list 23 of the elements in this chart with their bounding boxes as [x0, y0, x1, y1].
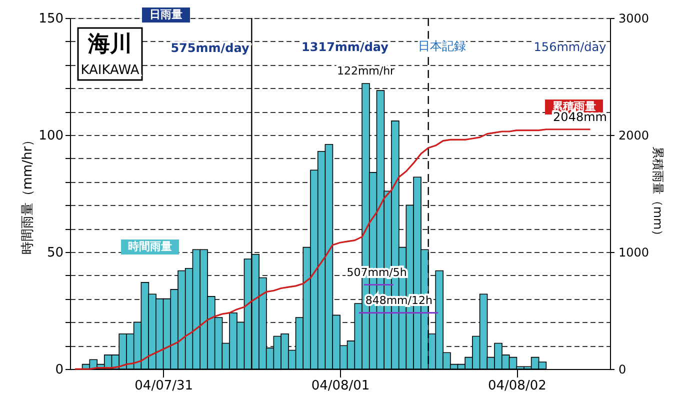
annotation: 156mm/day: [534, 40, 606, 54]
x-tick-label: 04/07/31: [134, 378, 194, 394]
line-series: [74, 128, 592, 370]
series-label: 時間雨量: [128, 240, 172, 253]
annotation: 575mm/day: [170, 41, 250, 55]
annotation: 1317mm/day: [302, 40, 389, 54]
y-axis-title: 時間雨量（mm/hr）: [20, 133, 36, 255]
annotation: 2048mm: [553, 110, 607, 124]
x-tick-label: 04/08/01: [311, 378, 370, 394]
y2-tick-label: 0: [618, 362, 626, 376]
text: 海川: [87, 32, 132, 57]
y-tick-label: 150: [38, 12, 64, 26]
y2-tick-label: 3000: [618, 12, 650, 26]
y-tick-label: 100: [38, 128, 64, 144]
y-tick-label: 50: [46, 246, 64, 260]
text: KAIKAWA: [80, 63, 140, 78]
y2-axis-title: 累積雨量（mm）: [651, 146, 666, 242]
y2-tick-label: 1000: [618, 246, 650, 260]
x-tick-label: 04/08/02: [488, 378, 546, 394]
y-tick-label: 0: [55, 362, 64, 378]
y2-tick-label: 2000: [618, 128, 650, 142]
annotation: 日雨量: [150, 8, 182, 21]
annotation: 122mm/hr: [336, 64, 396, 78]
